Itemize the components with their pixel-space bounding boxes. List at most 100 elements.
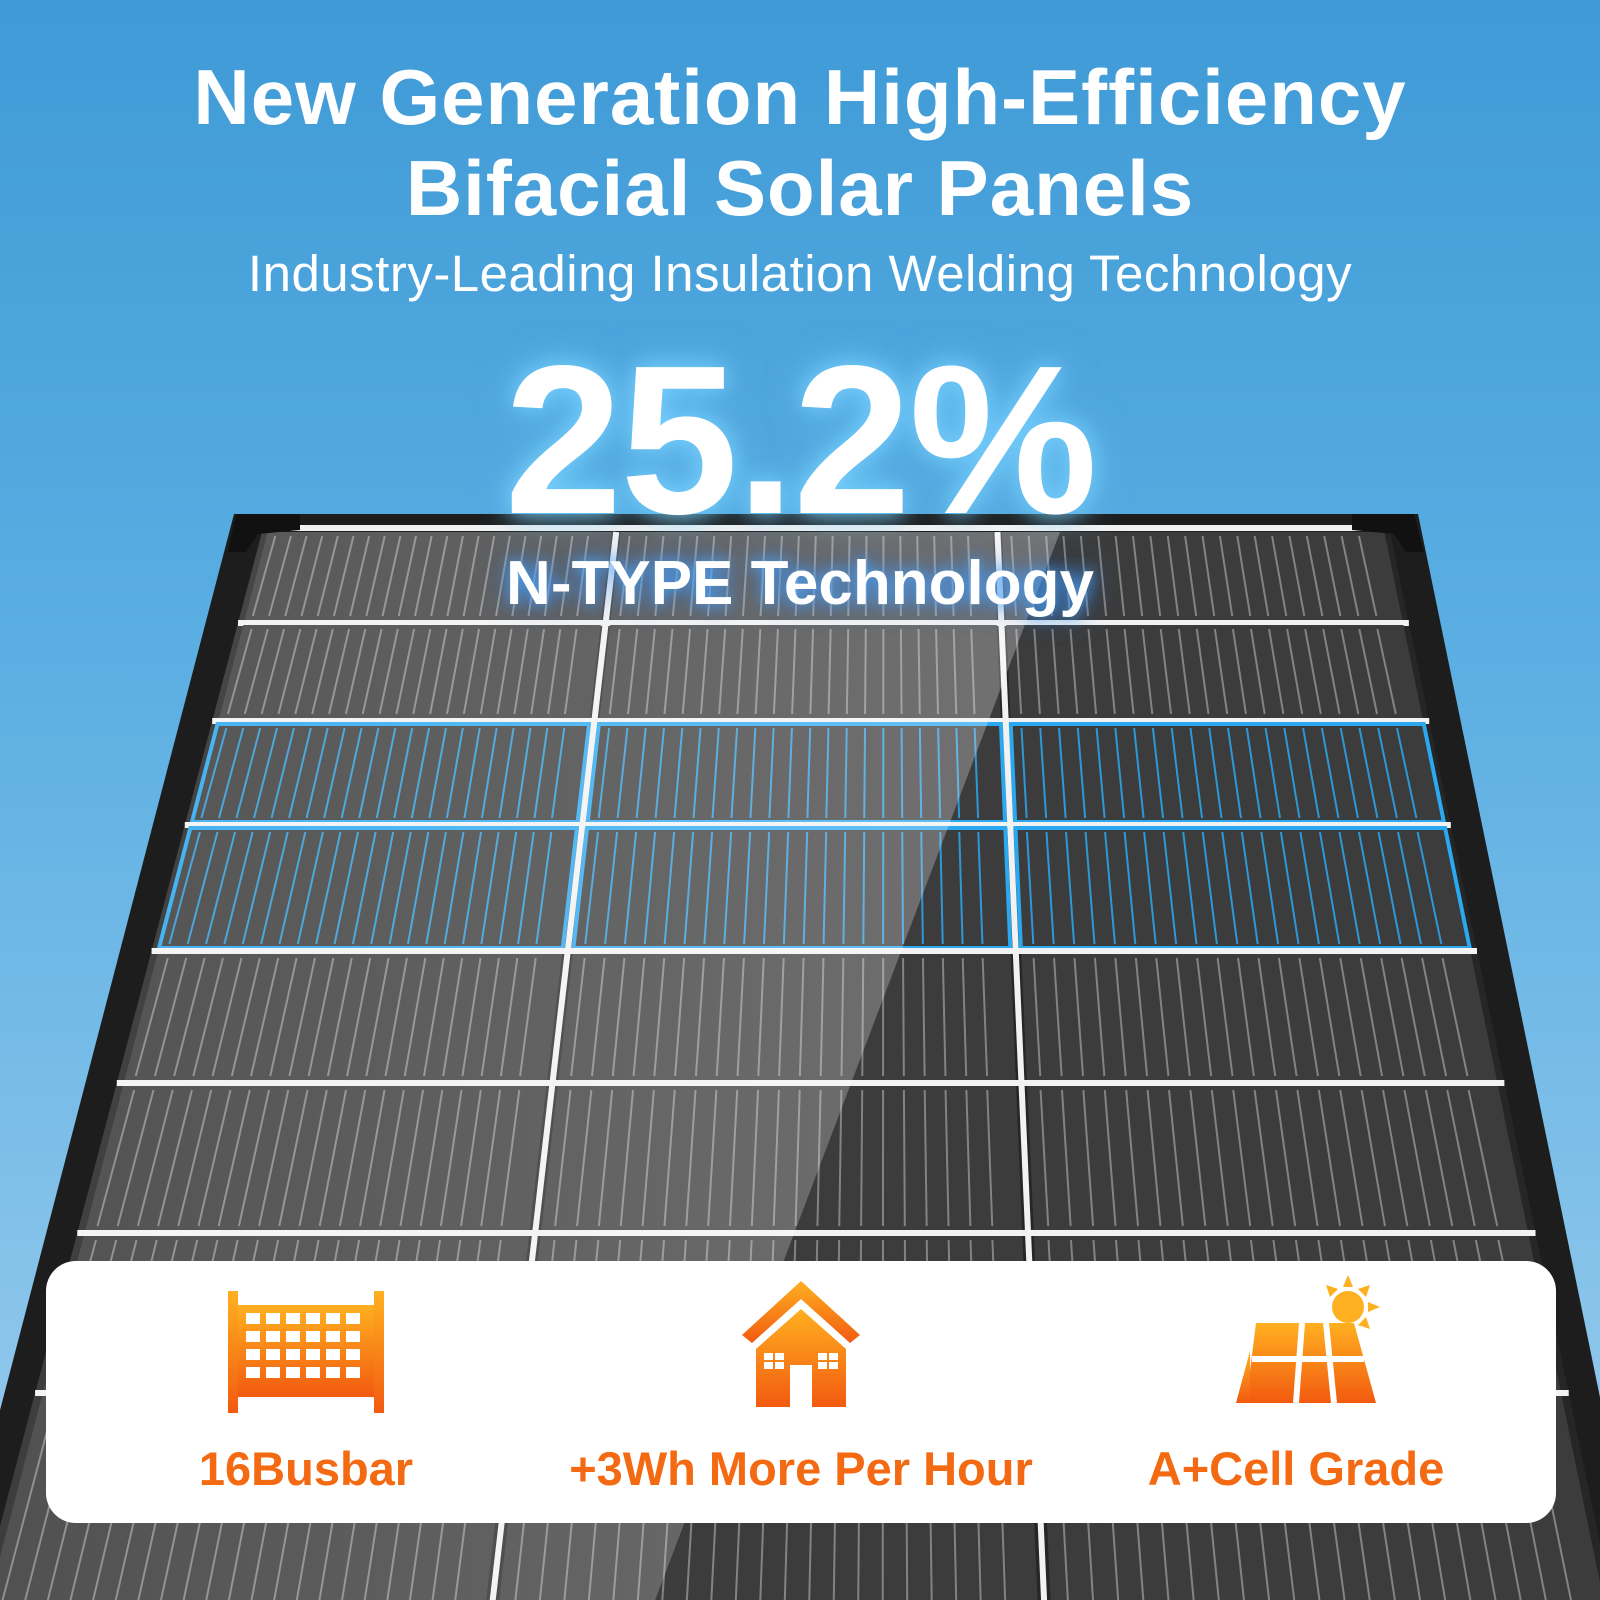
cell-busbar-line: [1377, 831, 1402, 945]
cell-busbar-line: [1032, 957, 1042, 1077]
cell-busbar-line: [1123, 628, 1135, 715]
title-line-2: Bifacial Solar Panels: [405, 144, 1195, 232]
cell-block: [1001, 532, 1403, 620]
cell-busbar-line: [1114, 535, 1126, 617]
cell-busbar-line: [1033, 628, 1041, 715]
cell-busbar-line: [1201, 535, 1216, 617]
cell-busbar-line: [1087, 628, 1098, 715]
cell-busbar-line: [1232, 1089, 1252, 1227]
cell-busbar-line: [1039, 727, 1048, 819]
cell-busbar-line: [1189, 1089, 1207, 1227]
cell-busbar-line: [986, 1089, 994, 1227]
cell-busbar-line: [1208, 727, 1223, 819]
cell-busbar-line: [1168, 1089, 1184, 1227]
cell-busbar-line: [1340, 628, 1360, 715]
feature-label-busbar: 16Busbar: [198, 1442, 414, 1495]
cell-busbar-line: [1382, 1089, 1409, 1227]
cell-busbar-line: [1051, 628, 1060, 715]
cell-busbar-line: [1093, 957, 1106, 1077]
cell-busbar-line: [1400, 957, 1426, 1077]
feature-busbar: 16Busbar: [96, 1261, 516, 1523]
feature-energy: +3Wh More Per Hour: [516, 1261, 1086, 1523]
cell-busbar-line: [1360, 1089, 1386, 1227]
cell-busbar-line: [1039, 1089, 1050, 1227]
cell-busbar-line: [1339, 957, 1362, 1077]
cell-busbar-line: [1338, 831, 1361, 945]
cell-busbar-line: [1250, 628, 1266, 715]
cell-busbar-line: [1076, 727, 1087, 819]
cell-busbar-line: [1446, 1089, 1476, 1227]
cell-busbar-line: [921, 957, 926, 1077]
cell-busbar-line: [1218, 535, 1234, 617]
cell-busbar-line: [1213, 628, 1229, 715]
cell-busbar-line: [902, 957, 905, 1077]
cell-busbar-line: [1467, 1089, 1499, 1227]
cell-busbar-line: [1162, 831, 1178, 945]
cell-busbar-line: [838, 1089, 843, 1227]
cell-busbar-line: [1271, 535, 1288, 617]
cell-busbar-line: [977, 831, 984, 945]
cell-busbar-line: [1257, 957, 1277, 1077]
cell-busbar-line: [939, 831, 944, 945]
subtitle: Industry-Leading Insulation Welding Tech…: [247, 245, 1353, 302]
cell-busbar-line: [1237, 957, 1255, 1077]
cell-busbar-line: [1104, 831, 1116, 945]
cell-busbar-line: [1149, 535, 1162, 617]
cell-block: [1006, 625, 1423, 718]
cell-busbar-line: [1114, 727, 1126, 819]
cell-busbar-line: [1125, 1089, 1139, 1227]
cell-busbar-line: [1358, 727, 1379, 819]
cell-busbar-line: [1236, 535, 1252, 617]
cell-busbar-line: [1095, 727, 1106, 819]
cell-busbar-line: [1201, 831, 1218, 945]
cell-busbar-line: [1045, 831, 1055, 945]
cell-busbar-line: [1103, 1089, 1117, 1227]
cell-busbar-line: [1134, 957, 1149, 1077]
efficiency-value: 25.2%: [504, 321, 1097, 558]
cell-busbar-line: [1323, 535, 1342, 617]
cell-busbar-line: [1305, 535, 1324, 617]
cell-busbar-line: [981, 957, 989, 1077]
cell-busbar-line: [1317, 1089, 1342, 1227]
cell-busbar-line: [1020, 727, 1028, 819]
cell-busbar-line: [1065, 831, 1076, 945]
cell-busbar-line: [1288, 535, 1306, 617]
cell-busbar-line: [1397, 831, 1422, 945]
title-line-1: New Generation High-Efficiency: [193, 53, 1407, 141]
feature-label-energy: +3Wh More Per Hour: [569, 1442, 1033, 1495]
cell-busbar-line: [1318, 957, 1341, 1077]
cell-busbar-line: [1177, 628, 1191, 715]
cell-busbar-line: [1264, 727, 1281, 819]
cell-busbar-line: [1339, 1089, 1364, 1227]
cell-busbar-line: [1376, 628, 1397, 715]
cell-busbar-line: [1132, 535, 1144, 617]
cell-busbar-line: [1166, 535, 1180, 617]
cell-busbar-line: [1146, 1089, 1162, 1227]
cell-busbar-line: [1298, 957, 1319, 1077]
cell-busbar-line: [941, 957, 947, 1077]
cell-busbar-line: [1245, 727, 1262, 819]
cell-busbar-line: [1359, 957, 1384, 1077]
cell-busbar-line: [1069, 628, 1079, 715]
busbar-grid-icon: [228, 1291, 384, 1413]
cell-busbar-line: [1358, 831, 1382, 945]
cell-busbar-line: [1227, 727, 1242, 819]
cell-busbar-line: [1143, 831, 1157, 945]
cell-busbar-line: [860, 1089, 864, 1227]
cell-busbar-line: [1279, 831, 1300, 945]
cell-busbar-line: [1097, 535, 1108, 617]
cell-busbar-line: [1123, 831, 1137, 945]
cell-busbar-line: [1260, 831, 1280, 945]
cell-busbar-line: [1253, 535, 1270, 617]
cell-busbar-line: [1424, 1089, 1454, 1227]
cell-busbar-line: [1231, 628, 1247, 715]
cell-busbar-line: [1184, 535, 1198, 617]
cell-busbar-line: [1302, 727, 1320, 819]
cell-busbar-line: [1441, 957, 1469, 1077]
cell-busbar-line: [1358, 535, 1378, 617]
cell-busbar-line: [1416, 831, 1443, 945]
cell-busbar-line: [1025, 831, 1035, 945]
cell-busbar-line: [1151, 727, 1165, 819]
frame-corner-left: [228, 514, 300, 552]
cell-busbar-line: [1195, 628, 1210, 715]
